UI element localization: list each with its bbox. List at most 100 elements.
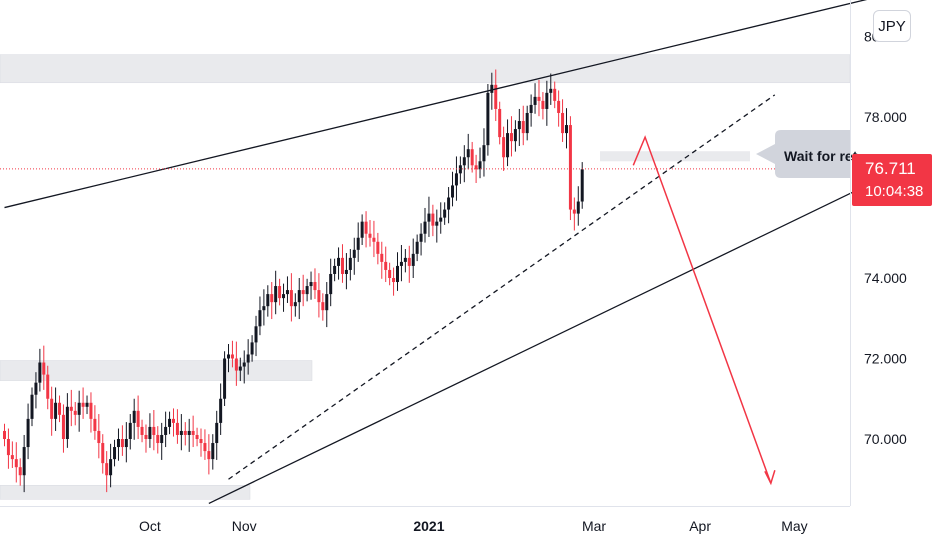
- candle-body: [360, 221, 364, 238]
- candle-body: [10, 455, 14, 460]
- support-zones: [0, 54, 851, 500]
- candle-body: [120, 439, 124, 448]
- candle-body: [246, 354, 250, 363]
- candle: [58, 395, 62, 423]
- candle: [191, 415, 195, 448]
- candle-body: [34, 382, 38, 395]
- candle: [152, 410, 156, 451]
- candle: [462, 145, 466, 183]
- candle-body: [61, 414, 65, 439]
- candle: [513, 120, 517, 152]
- candle-body: [289, 290, 293, 307]
- candle-body: [506, 133, 510, 158]
- annotation-callout: Wait for ret: [756, 130, 858, 178]
- candle-body: [160, 434, 164, 444]
- candle: [270, 282, 274, 320]
- candle-body: [152, 426, 156, 435]
- forecast-arrow: [632, 135, 776, 486]
- candle-body: [168, 418, 172, 427]
- candle-body: [549, 88, 553, 93]
- candle: [26, 403, 30, 460]
- candle: [352, 237, 356, 275]
- candle-body: [65, 406, 69, 439]
- candle-body: [128, 422, 132, 439]
- candle-body: [513, 129, 517, 142]
- candle: [356, 222, 360, 262]
- x-tick-label: Nov: [232, 518, 257, 534]
- candle: [6, 428, 10, 469]
- candle: [423, 207, 427, 243]
- candle: [160, 422, 164, 460]
- x-tick-label: Apr: [689, 518, 711, 534]
- candle: [321, 293, 325, 321]
- candle: [109, 443, 113, 488]
- candle-body: [317, 290, 321, 303]
- candle-body: [183, 430, 187, 435]
- candle: [490, 72, 494, 110]
- candle: [50, 386, 54, 436]
- candle: [223, 351, 227, 406]
- candle: [564, 108, 568, 149]
- candle: [85, 395, 89, 415]
- candle-body: [541, 100, 545, 109]
- candle: [148, 413, 152, 448]
- candle-body: [509, 133, 513, 142]
- candle-body: [380, 253, 384, 262]
- candle: [525, 105, 529, 141]
- candle-body: [329, 273, 333, 295]
- candle: [278, 278, 282, 306]
- candle-body: [502, 137, 506, 158]
- candle: [65, 393, 69, 448]
- candle-body: [368, 233, 372, 238]
- candle: [22, 434, 26, 493]
- candle: [340, 244, 344, 283]
- candle: [30, 387, 34, 427]
- candle: [124, 422, 128, 463]
- candle: [317, 273, 321, 318]
- candle: [557, 90, 561, 127]
- candle-body: [266, 294, 270, 307]
- candle: [309, 271, 313, 300]
- candle: [128, 414, 132, 450]
- candle: [227, 344, 231, 373]
- x-axis[interactable]: Oct Nov 2021 Mar Apr May: [139, 518, 808, 534]
- candle: [195, 427, 199, 447]
- candle: [120, 425, 124, 456]
- candle: [258, 296, 262, 336]
- candle: [435, 209, 439, 243]
- y-tick-label: 70.000: [864, 431, 907, 447]
- candle: [537, 79, 541, 117]
- candle-body: [337, 257, 341, 266]
- candle-body: [156, 434, 160, 444]
- forecast-arrow-path: [632, 135, 772, 484]
- candle: [431, 204, 435, 237]
- candle: [329, 258, 333, 307]
- candle: [14, 442, 18, 483]
- candle: [3, 423, 6, 447]
- candle: [246, 339, 250, 375]
- candle-body: [486, 92, 490, 146]
- candle-body: [580, 169, 584, 202]
- dashed-trend-line[interactable]: [228, 94, 776, 480]
- y-tick-label: 74.000: [864, 270, 907, 286]
- candle: [234, 341, 238, 386]
- candle: [411, 238, 415, 278]
- candle-body: [313, 282, 317, 291]
- candle-body: [223, 358, 227, 399]
- candle-body: [478, 161, 482, 170]
- currency-button[interactable]: JPY: [873, 10, 911, 42]
- upper-channel-line[interactable]: [4, 0, 897, 209]
- candle: [289, 273, 293, 322]
- candle-body: [423, 221, 427, 234]
- candle-body: [490, 84, 494, 93]
- candle: [42, 345, 46, 390]
- candle-body: [14, 459, 18, 468]
- candle-body: [105, 463, 109, 476]
- lower-channel-line[interactable]: [208, 164, 909, 504]
- candle-body: [572, 209, 576, 214]
- candle: [266, 285, 270, 317]
- candle: [344, 253, 348, 290]
- candle-body: [18, 467, 22, 476]
